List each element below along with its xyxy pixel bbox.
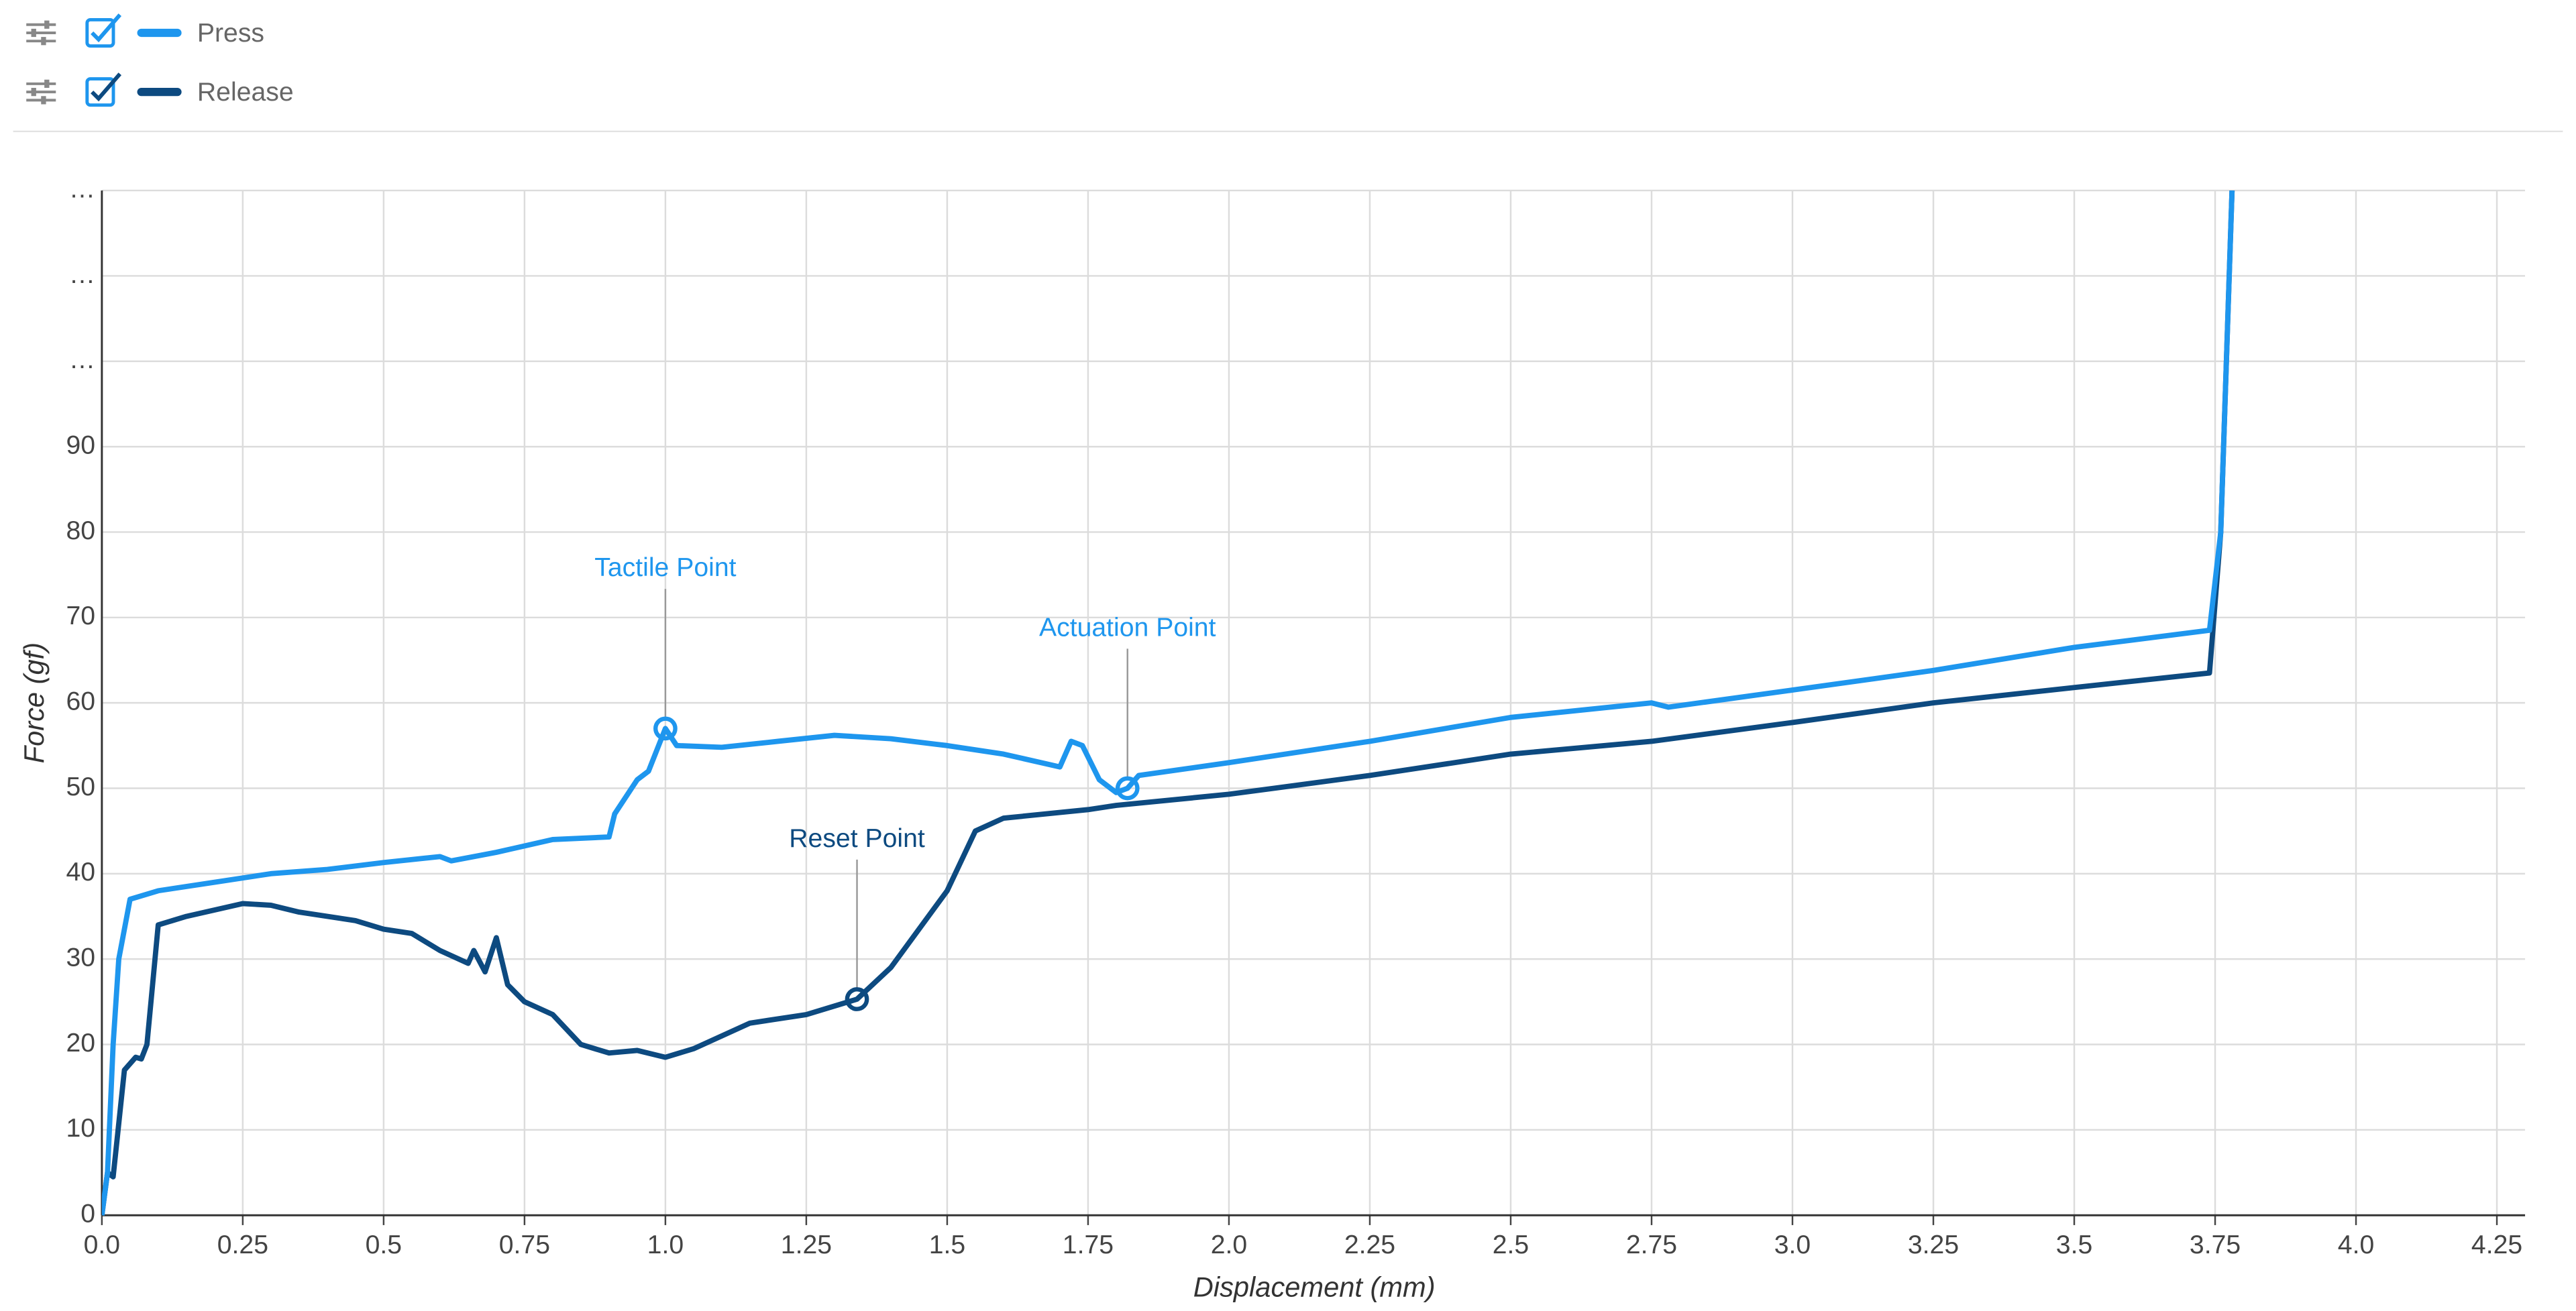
y-tick-label: 40	[66, 858, 95, 887]
x-axis-label: Displacement (mm)	[1193, 1271, 1436, 1302]
x-tick-label: 0.0	[84, 1231, 120, 1259]
x-tick-label: 1.25	[781, 1231, 832, 1259]
legend-label: Press	[197, 19, 264, 48]
x-tick-label: 3.0	[1774, 1231, 1811, 1259]
x-tick-label: 2.0	[1211, 1231, 1247, 1259]
legend-label: Release	[197, 78, 294, 107]
y-tick-label: 0	[80, 1200, 95, 1229]
y-tick-label: 70	[66, 602, 95, 630]
x-tick-label: 2.75	[1626, 1231, 1677, 1259]
filter-icon	[44, 79, 50, 89]
filter-icon	[31, 88, 36, 97]
legend-item: Press	[26, 13, 264, 48]
data-line	[101, 190, 2235, 1216]
x-tick-label: 0.5	[366, 1231, 402, 1259]
annotation-label: Reset Point	[789, 824, 925, 853]
data-line	[101, 190, 2235, 1216]
filter-icon	[41, 37, 46, 46]
checkbox-box	[85, 77, 115, 107]
x-tick-label: 3.25	[1908, 1231, 1959, 1259]
annotation-marker	[1115, 776, 1140, 801]
y-tick-label: 80	[66, 516, 95, 545]
annotation-marker	[845, 987, 869, 1011]
legend-checkbox[interactable]	[85, 72, 122, 107]
x-tick-label: 3.5	[2056, 1231, 2092, 1259]
x-tick-label: 4.25	[2471, 1231, 2522, 1259]
filter-icon	[44, 20, 50, 29]
y-tick-label: 10	[66, 1114, 95, 1143]
x-tick-label: 1.75	[1063, 1231, 1114, 1259]
x-tick-label: 1.5	[929, 1231, 965, 1259]
x-tick-label: 2.5	[1493, 1231, 1529, 1259]
y-axis-label: Force (gf)	[18, 642, 50, 763]
x-tick-label: 4.0	[2338, 1231, 2374, 1259]
filter-icon	[41, 96, 46, 105]
y-tick-label: 60	[66, 687, 95, 716]
filter-icon	[31, 28, 36, 38]
annotation-label: Tactile Point	[594, 553, 736, 582]
legend-item: Release	[26, 72, 294, 107]
y-tick-label: …	[69, 174, 95, 203]
x-tick-label: 0.75	[499, 1231, 550, 1259]
x-tick-label: 1.0	[647, 1231, 684, 1259]
x-tick-label: 3.75	[2190, 1231, 2241, 1259]
y-tick-label: 20	[66, 1029, 95, 1058]
annotation-marker	[653, 716, 678, 741]
checkbox-tick	[91, 13, 122, 43]
x-tick-label: 2.25	[1344, 1231, 1395, 1259]
x-tick-label: 0.25	[217, 1231, 268, 1259]
y-tick-label: 30	[66, 944, 95, 972]
y-tick-label: …	[69, 345, 95, 374]
checkbox-tick	[91, 72, 122, 102]
checkbox-box	[85, 17, 115, 48]
annotation-label: Actuation Point	[1039, 613, 1216, 642]
legend-checkbox[interactable]	[85, 13, 122, 48]
y-tick-label: 90	[66, 431, 95, 459]
y-tick-label: 50	[66, 773, 95, 801]
y-tick-label: …	[69, 260, 95, 289]
